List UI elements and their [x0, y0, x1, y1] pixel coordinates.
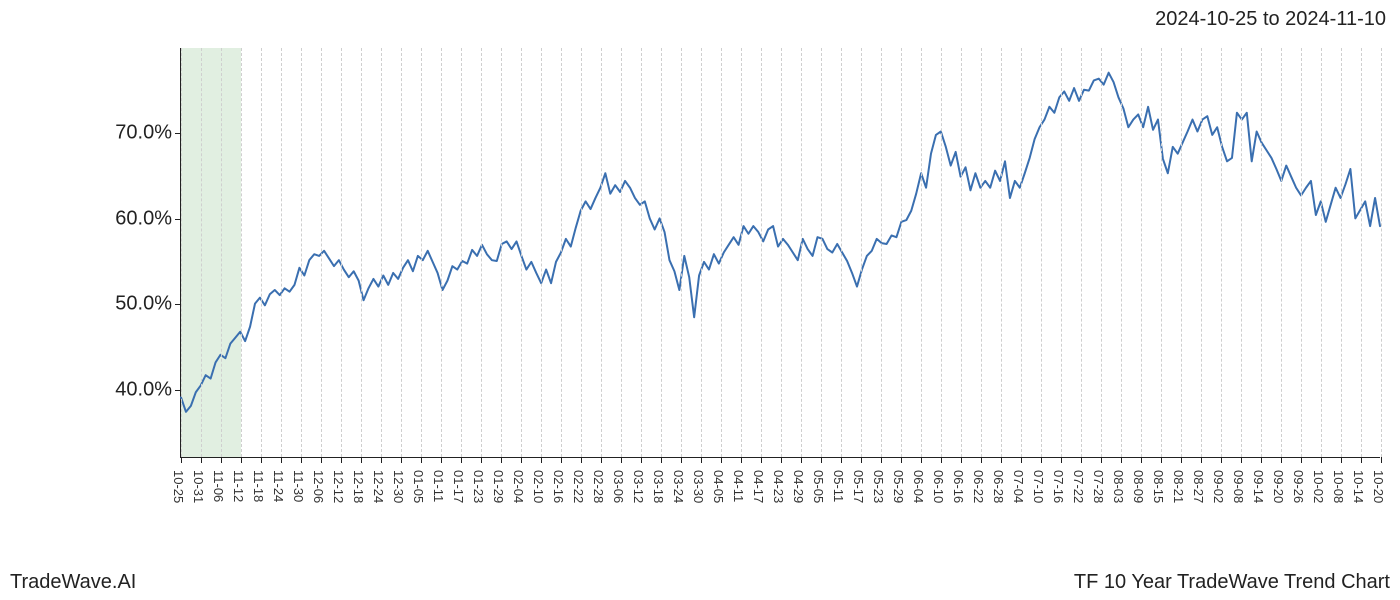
y-tick-label: 70.0% [92, 122, 172, 145]
x-tick-label: 08-15 [1151, 470, 1166, 503]
x-tick-label: 11-06 [211, 470, 226, 502]
x-tick-label: 04-29 [791, 470, 806, 503]
x-tick-label: 02-28 [591, 470, 606, 503]
x-tick-label: 07-16 [1051, 470, 1066, 503]
x-tick-label: 12-06 [311, 470, 326, 503]
x-tick-label: 03-12 [631, 470, 646, 503]
x-tick-label: 01-11 [431, 470, 446, 502]
y-tick-label: 40.0% [92, 378, 172, 401]
x-tick-label: 07-28 [1091, 470, 1106, 503]
x-tick-label: 03-18 [651, 470, 666, 503]
y-tick-label: 50.0% [92, 293, 172, 316]
x-tick-label: 06-04 [911, 470, 926, 503]
x-tick-label: 11-18 [251, 470, 266, 502]
x-tick-label: 09-20 [1271, 470, 1286, 503]
x-tick-label: 02-10 [531, 470, 546, 503]
x-tick-label: 06-10 [931, 470, 946, 503]
x-tick-label: 10-08 [1331, 470, 1346, 503]
x-tick-label: 03-06 [611, 470, 626, 503]
x-tick-label: 02-22 [571, 470, 586, 503]
x-tick-label: 05-17 [851, 470, 866, 503]
x-tick-label: 01-05 [411, 470, 426, 503]
x-tick-label: 01-23 [471, 470, 486, 503]
x-tick-label: 05-29 [891, 470, 906, 503]
x-tick-label: 09-26 [1291, 470, 1306, 503]
x-tick-label: 04-23 [771, 470, 786, 503]
x-tick-label: 12-24 [371, 470, 386, 503]
x-tick-label: 03-24 [671, 470, 686, 503]
x-tick-label: 02-04 [511, 470, 526, 503]
x-tick-label: 10-25 [171, 470, 186, 503]
chart-container: { "header": { "date_range": "2024-10-25 … [0, 0, 1400, 600]
x-tick-label: 11-12 [231, 470, 246, 502]
x-tick-label: 06-28 [991, 470, 1006, 503]
x-tick-label: 03-30 [691, 470, 706, 503]
x-tick-label: 10-02 [1311, 470, 1326, 503]
x-tick-label: 01-17 [451, 470, 466, 503]
brand-label: TradeWave.AI [10, 571, 136, 594]
x-tick-label: 08-27 [1191, 470, 1206, 503]
plot-area: 10-2510-3111-0611-1211-1811-2411-3012-06… [180, 48, 1380, 458]
x-tick-label: 06-16 [951, 470, 966, 503]
x-tick-label: 12-12 [331, 470, 346, 503]
x-tick-label: 10-14 [1351, 470, 1366, 503]
x-tick-label: 11-24 [271, 470, 286, 502]
x-tick-label: 09-08 [1231, 470, 1246, 503]
x-tick-label: 04-17 [751, 470, 766, 503]
x-tick-label: 06-22 [971, 470, 986, 503]
x-tick-label: 07-04 [1011, 470, 1026, 503]
x-tick-label: 05-05 [811, 470, 826, 503]
x-tick-label: 09-02 [1211, 470, 1226, 503]
chart-title: TF 10 Year TradeWave Trend Chart [1074, 571, 1390, 594]
x-tick-label: 07-10 [1031, 470, 1046, 503]
x-tick-label: 08-03 [1111, 470, 1126, 503]
x-tick-label: 05-11 [831, 470, 846, 502]
x-tick-label: 05-23 [871, 470, 886, 503]
x-tick-label: 01-29 [491, 470, 506, 503]
x-tick-label: 12-30 [391, 470, 406, 503]
x-tick-label: 04-11 [731, 470, 746, 502]
x-tick-label: 09-14 [1251, 470, 1266, 503]
x-tick-label: 02-16 [551, 470, 566, 503]
x-tick-label: 07-22 [1071, 470, 1086, 503]
x-tick-label: 04-05 [711, 470, 726, 503]
y-tick-label: 60.0% [92, 207, 172, 230]
x-tick-label: 08-21 [1171, 470, 1186, 503]
date-range-label: 2024-10-25 to 2024-11-10 [1155, 8, 1386, 31]
x-tick-label: 11-30 [291, 470, 306, 502]
x-tick-label: 10-31 [191, 470, 206, 503]
x-tick-label: 08-09 [1131, 470, 1146, 503]
x-tick-label: 10-20 [1371, 470, 1386, 503]
x-tick-label: 12-18 [351, 470, 366, 503]
